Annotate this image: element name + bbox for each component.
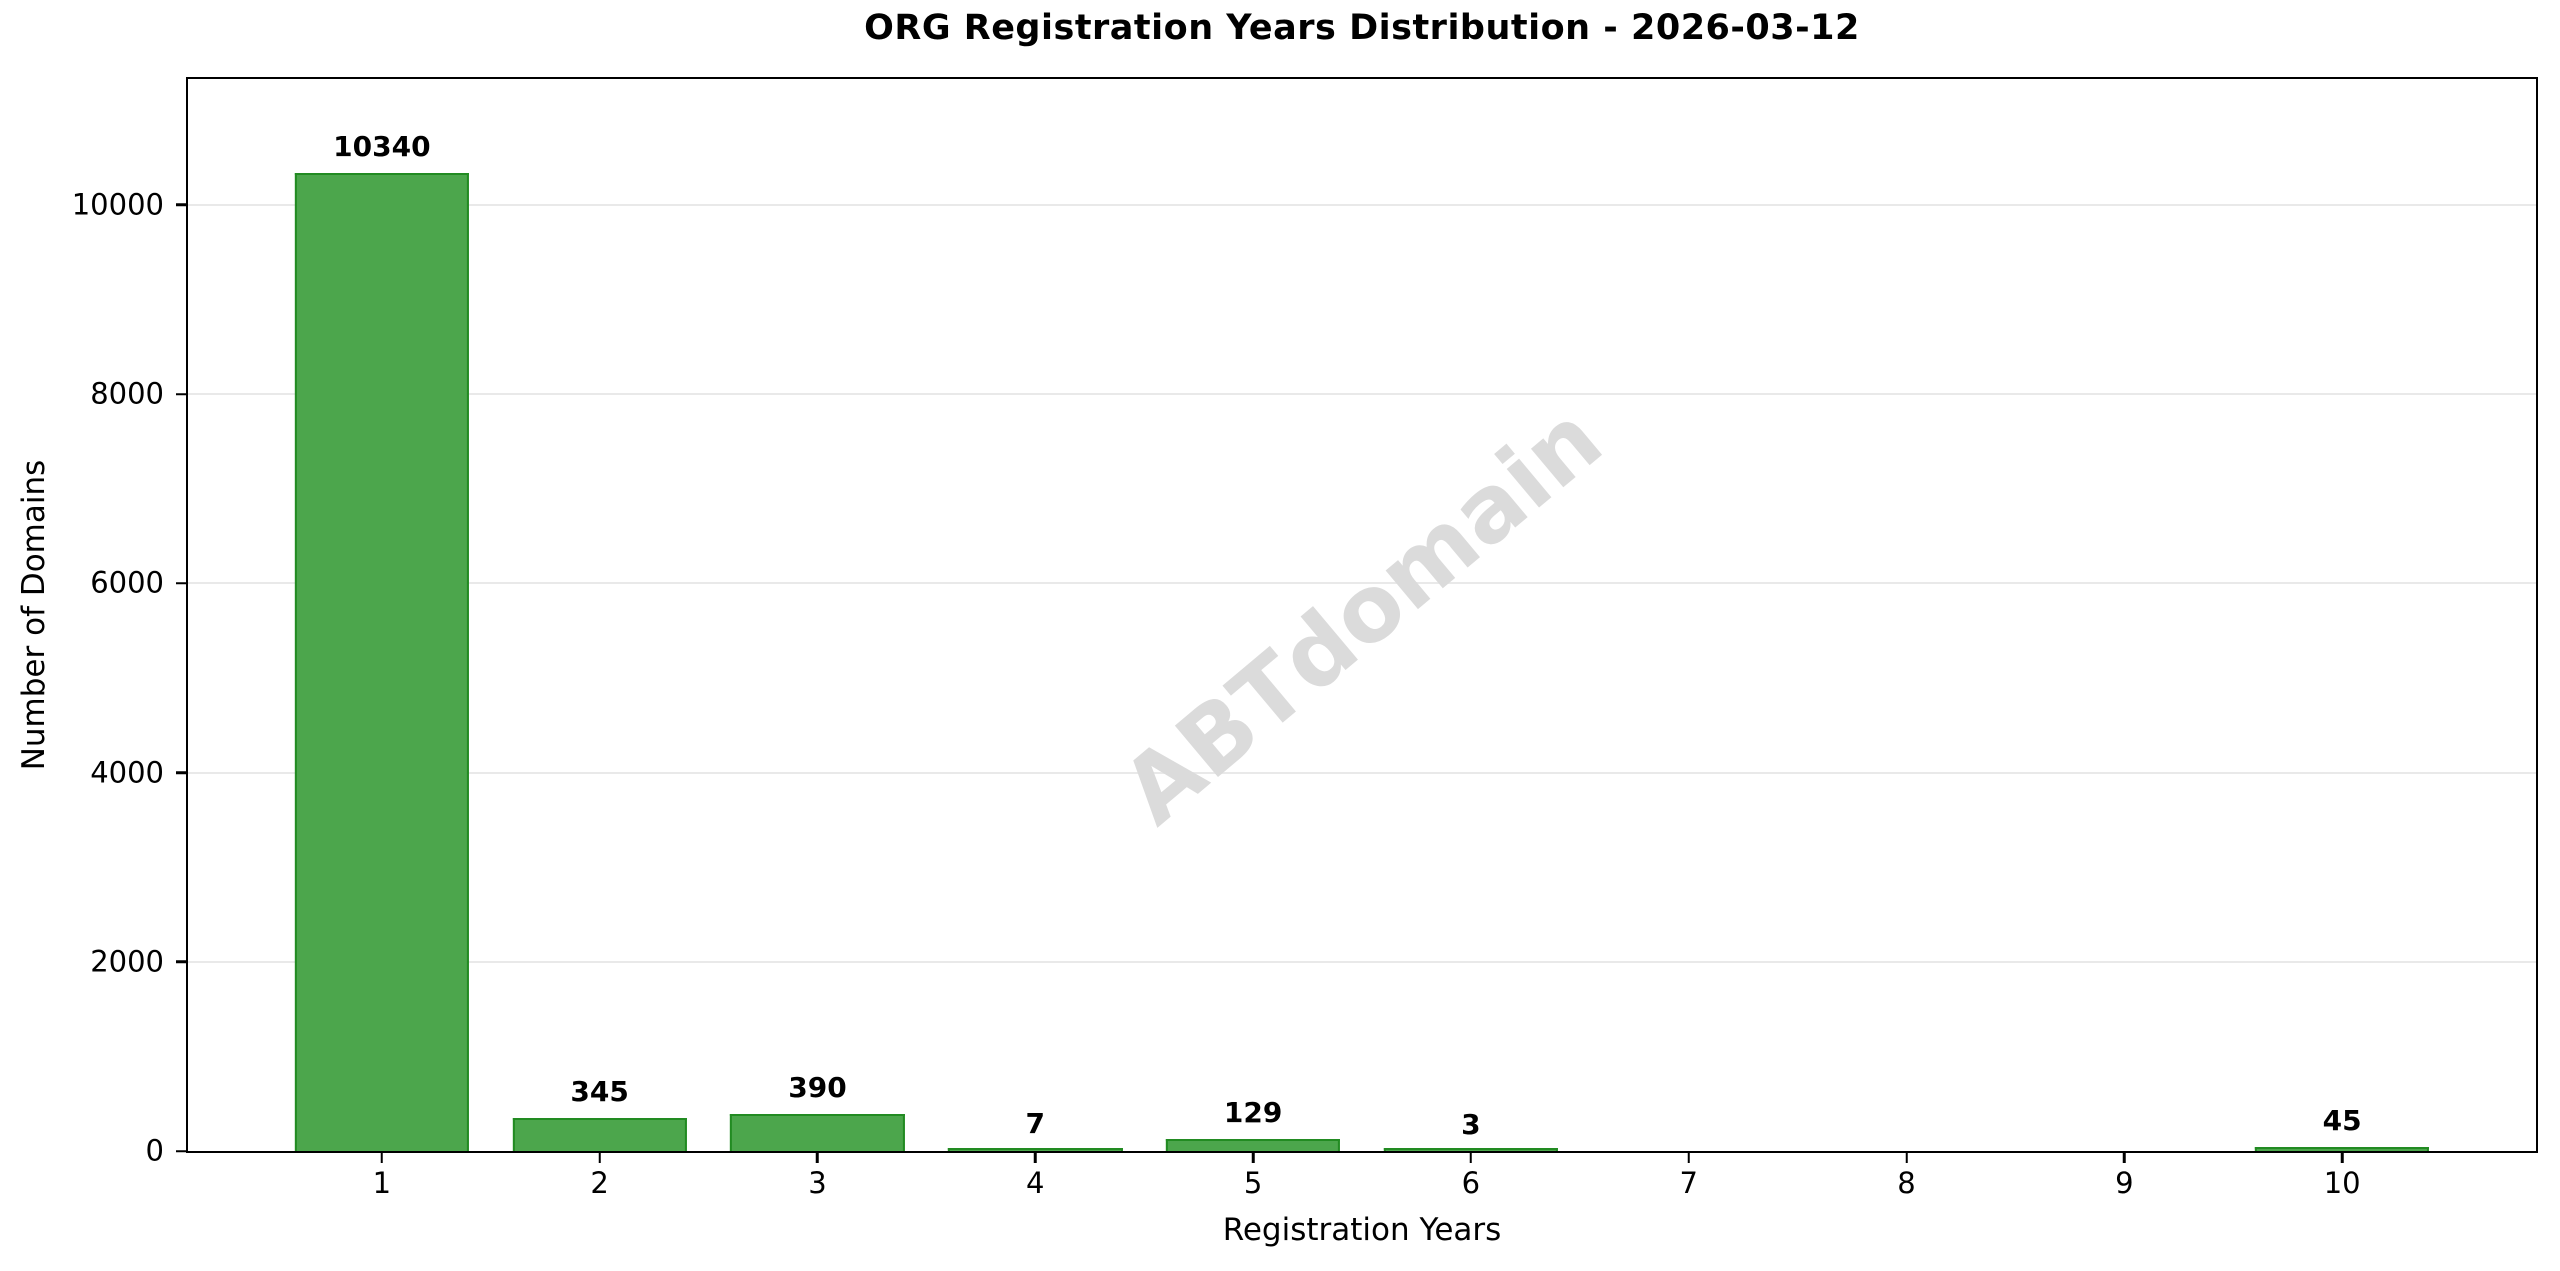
x-tick-mark: [816, 1151, 819, 1163]
x-tick-label: 3: [808, 1166, 827, 1200]
x-tick-mark: [1251, 1151, 1255, 1163]
x-tick-mark: [2340, 1151, 2344, 1163]
watermark: ABTdomain: [1102, 384, 1622, 846]
x-tick-label: 6: [1461, 1166, 1481, 1200]
x-tick-label: 8: [1897, 1166, 1916, 1200]
bar-value-label: 10340: [333, 129, 431, 163]
bar: [1383, 1148, 1559, 1151]
bar: [730, 1114, 905, 1151]
gridline: [188, 393, 2536, 396]
y-tick-label: 10000: [71, 187, 164, 222]
y-tick-label: 2000: [90, 944, 164, 979]
bar-value-label: 390: [788, 1071, 847, 1105]
bar-value-label: 129: [1223, 1095, 1283, 1129]
bar: [294, 172, 469, 1151]
y-tick-mark: [176, 392, 188, 396]
x-tick-label: 7: [1679, 1166, 1698, 1200]
x-tick-mark: [1905, 1151, 1908, 1163]
x-tick-mark: [2123, 1151, 2126, 1163]
y-tick-mark: [176, 203, 188, 207]
gridline: [188, 960, 2536, 963]
plot-area: ABTdomain 0 2000 4000 6000 8000 10000 1 10340 2 3…: [72, 77, 2538, 1198]
gridline: [188, 582, 2536, 585]
y-tick-mark: [176, 582, 188, 585]
x-tick-label: 2: [590, 1166, 609, 1200]
y-axis-label: Number of Domains: [16, 459, 52, 771]
x-tick-label: 9: [2115, 1166, 2134, 1200]
bar-value-label: 7: [1025, 1107, 1046, 1141]
bar-value-label: 45: [2322, 1103, 2362, 1137]
x-tick-mark: [1687, 1151, 1690, 1163]
x-axis-label: Registration Years: [1222, 1212, 1502, 1248]
gridline: [188, 203, 2536, 206]
y-tick-mark: [176, 771, 188, 774]
y-tick-label: 8000: [90, 376, 164, 411]
bar-value-label: 3: [1461, 1107, 1481, 1141]
y-tick-label: 4000: [90, 755, 164, 790]
x-tick-label: 5: [1243, 1166, 1263, 1200]
x-tick-label: 1: [372, 1166, 392, 1200]
bar-value-label: 345: [570, 1075, 629, 1109]
x-tick-label: 4: [1026, 1166, 1045, 1200]
y-tick-label: 0: [145, 1133, 164, 1168]
bar: [512, 1118, 687, 1151]
y-tick-label: 6000: [90, 565, 164, 600]
x-tick-mark: [380, 1151, 384, 1163]
x-tick-mark: [1469, 1151, 1473, 1163]
y-tick-mark: [176, 1149, 188, 1153]
bar: [948, 1148, 1123, 1151]
bar: [2255, 1146, 2430, 1151]
y-tick-mark: [176, 960, 188, 964]
chart-title: ORG Registration Years Distribution - 20…: [864, 8, 1860, 48]
x-tick-label: 10: [2323, 1166, 2361, 1200]
gridline: [188, 771, 2536, 774]
x-tick-mark: [598, 1151, 601, 1163]
bar: [1165, 1138, 1341, 1151]
x-tick-mark: [1034, 1151, 1037, 1163]
